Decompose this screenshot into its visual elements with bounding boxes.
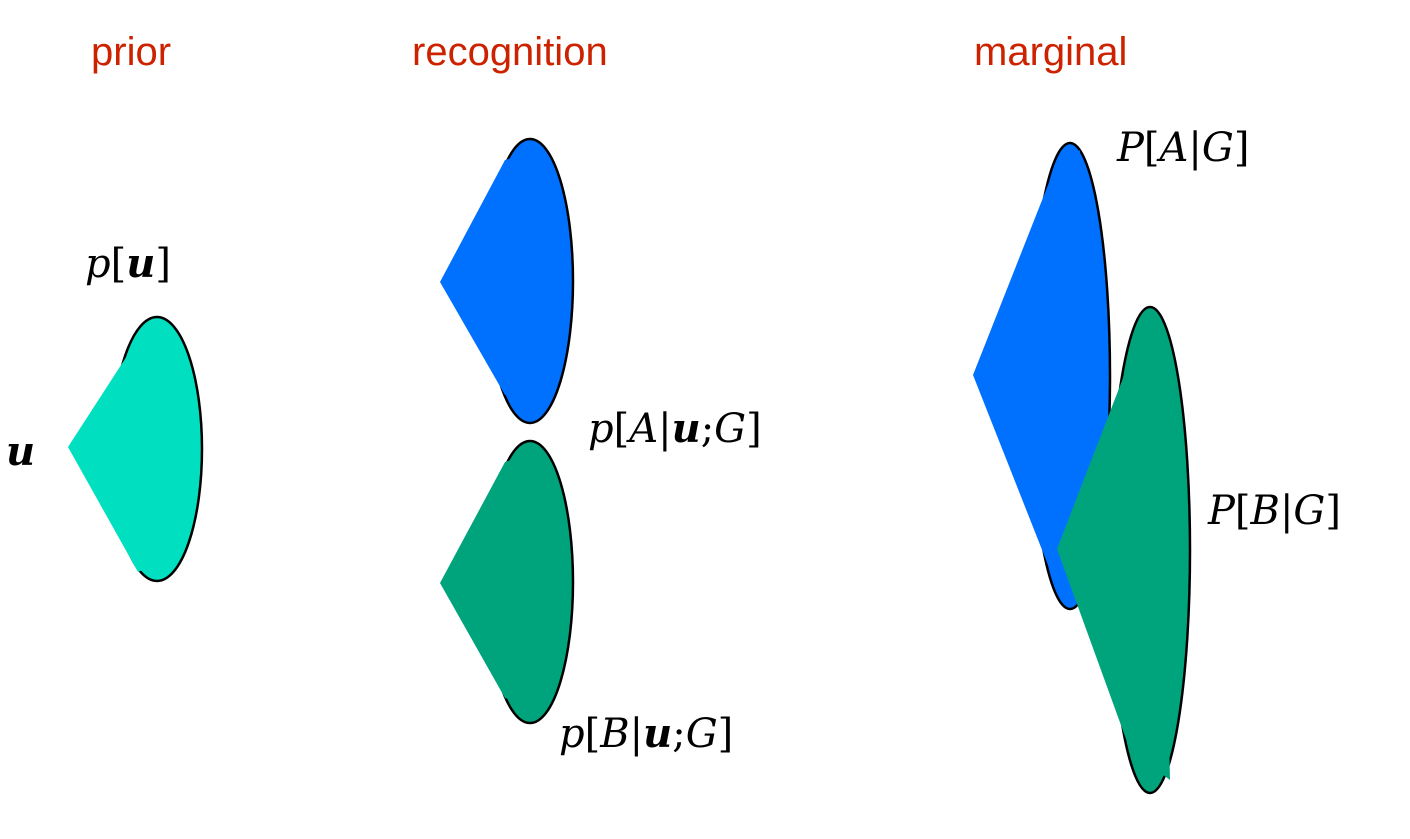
prior-label: p[u] xyxy=(85,240,171,287)
heading-prior: prior xyxy=(91,30,172,74)
recognition-B-shape xyxy=(440,439,575,725)
recognition-B-wedge xyxy=(440,450,545,710)
heading-marginal: marginal xyxy=(974,30,1128,74)
marginal-A-wedge xyxy=(973,150,1090,600)
variable-u-label: u xyxy=(6,428,36,475)
recognition-B-label: p[B|u;G] xyxy=(559,710,734,757)
prior-wedge xyxy=(68,327,165,572)
recognition-A-shape xyxy=(440,137,575,425)
recognition-A-wedge xyxy=(440,150,545,410)
heading-recognition: recognition xyxy=(412,30,608,74)
marginal-B-label: P[B|G] xyxy=(1208,488,1341,534)
prior-distribution-shape xyxy=(68,315,204,583)
recognition-A-label: p[A|u;G] xyxy=(588,405,762,452)
marginal-B-wedge xyxy=(1057,320,1170,780)
marginal-A-label: P[A|G] xyxy=(1117,125,1250,171)
marginal-B-shape xyxy=(1057,305,1192,795)
